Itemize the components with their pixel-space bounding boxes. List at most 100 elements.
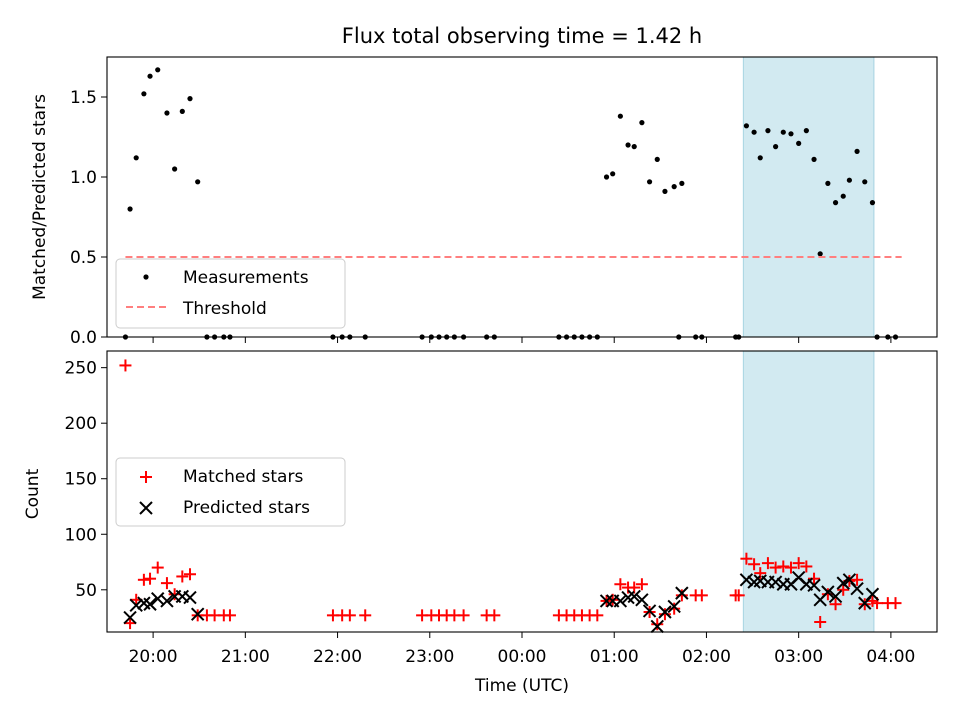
matched-stars-point [829, 598, 842, 611]
count-y-axis-label: Count [23, 468, 43, 519]
measurement-point [757, 155, 763, 161]
ratio-legend: Measurements Threshold [115, 258, 346, 329]
matched-stars-point [821, 588, 834, 601]
y-tick-label: 0.0 [70, 328, 97, 348]
y-tick-label: 100 [65, 525, 97, 545]
measurement-point [662, 188, 668, 194]
measurement-point [854, 148, 860, 154]
matched-stars-point [591, 609, 604, 622]
predicted-stars-point [658, 605, 672, 619]
predicted-stars-point [129, 598, 143, 613]
measurement-point [869, 200, 876, 206]
chart-title: Flux total observing time = 1.42 h [342, 24, 702, 48]
measurement-point [617, 113, 623, 119]
measurement-point [671, 184, 677, 190]
measurement-point [817, 251, 823, 257]
measurement-point [862, 179, 868, 185]
measurement-point [141, 91, 147, 97]
x-tick-label: 03:00 [774, 647, 823, 667]
predicted-stars-legend-label: Predicted stars [183, 498, 310, 518]
matched-stars-point [851, 573, 864, 586]
matched-stars-point [769, 561, 782, 574]
count-legend: Matched stars Predicted stars [115, 457, 346, 527]
ratio-legend-box [115, 258, 346, 329]
matched-stars-point [343, 609, 356, 622]
ratio-x-ticks [152, 337, 892, 343]
y-tick-label: 0.5 [70, 248, 97, 268]
count-legend-box [115, 457, 346, 527]
predicted-stars-point [599, 594, 614, 608]
matched-stars-point [784, 561, 797, 574]
matched-stars-point [160, 577, 173, 590]
predicted-stars-point [160, 594, 174, 608]
matched-stars-point [761, 557, 774, 570]
measurement-point [133, 155, 139, 161]
measurement-point [765, 128, 771, 134]
predicted-stars-point [123, 610, 137, 625]
x-tick-label: 23:00 [405, 647, 454, 667]
ratio-y-ticks: 0.0 0.5 1.0 1.5 [70, 88, 107, 348]
matched-stars-point [668, 602, 681, 615]
predicted-stars-point [821, 585, 835, 599]
ratio-y-axis-label: Matched/Predicted stars [30, 94, 50, 300]
matched-stars-point [748, 558, 761, 571]
matched-stars-point [740, 552, 753, 565]
y-tick-label: 150 [65, 470, 97, 490]
matched-stars-point [800, 560, 813, 573]
matched-stars-point [614, 578, 627, 591]
matched-stars-point [792, 557, 805, 570]
predicted-stars-point [143, 597, 157, 611]
measurement-point [164, 110, 170, 116]
measurement-point [811, 156, 817, 162]
measurement-point [610, 171, 616, 177]
measurement-point [646, 179, 653, 185]
matched-stars-point [889, 597, 902, 610]
measurement-point [743, 123, 750, 129]
x-tick-label: 20:00 [129, 647, 178, 667]
matched-stars-point [168, 588, 181, 601]
count-panel: 50 100 150 200 250 20:00 21:00 22:00 23:00 00:00… [23, 350, 938, 696]
matched-stars-point [119, 359, 132, 372]
measurement-point [796, 140, 802, 146]
measurement-point [155, 67, 161, 73]
predicted-stars-point [183, 590, 197, 605]
predicted-stars-point [635, 593, 649, 607]
observing-window-span [743, 57, 874, 337]
measurement-point [840, 193, 846, 199]
measurement-point [846, 177, 852, 183]
count-series [119, 351, 902, 634]
matched-stars-point [628, 581, 641, 594]
matched-stars-point [837, 583, 850, 596]
matched-stars-point [176, 570, 189, 583]
predicted-stars-point [807, 578, 821, 593]
predicted-stars-point [667, 599, 681, 614]
x-axis-label: Time (UTC) [474, 676, 569, 696]
measurement-point [803, 128, 809, 134]
matched-stars-point [184, 568, 196, 581]
y-tick-label: 50 [75, 581, 97, 601]
matched-stars-point [635, 578, 648, 591]
matched-stars-point [651, 618, 664, 631]
measurement-point [625, 142, 631, 148]
predicted-stars-point [768, 575, 783, 589]
measurement-point [603, 174, 610, 180]
measurement-point [147, 73, 153, 79]
predicted-stars-point [650, 619, 664, 634]
predicted-stars-point [850, 581, 864, 596]
y-tick-label: 1.0 [70, 168, 97, 188]
measurement-point [179, 108, 185, 114]
measurement-point [832, 200, 839, 206]
measurement-point [187, 96, 193, 102]
y-tick-label: 200 [65, 414, 97, 434]
measurement-point [639, 120, 645, 126]
matched-stars-point [137, 573, 150, 586]
measurement-point [172, 166, 178, 172]
matched-stars-point [144, 572, 157, 585]
y-tick-label: 1.5 [70, 88, 97, 108]
predicted-stars-point [836, 576, 850, 590]
measurement-point [195, 179, 201, 185]
measurement-point [127, 206, 133, 212]
predicted-stars-point [627, 589, 641, 604]
measurement-point [751, 129, 757, 135]
predicted-stars-point [613, 594, 628, 608]
